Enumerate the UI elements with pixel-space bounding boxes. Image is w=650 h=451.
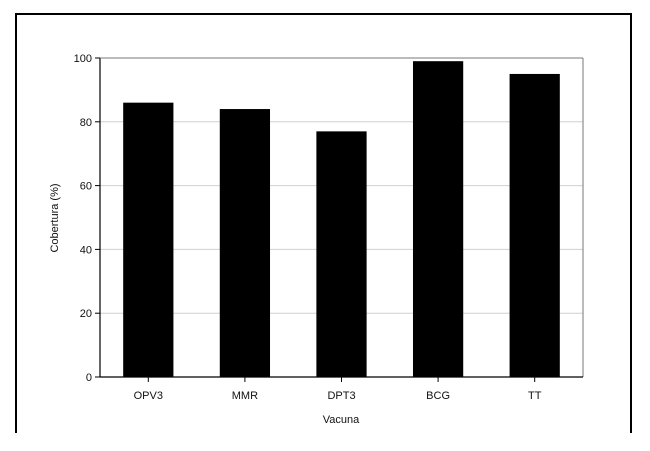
x-ticks: OPV3 MMR DPT3 BCG TT (134, 377, 542, 402)
y-tick-label: 60 (80, 181, 92, 193)
bars (123, 61, 560, 377)
x-axis-title: Vacuna (323, 414, 360, 426)
x-tick-label-dpt3: DPT3 (327, 390, 355, 402)
x-tick-label-mmr: MMR (232, 390, 258, 402)
y-ticks: 0 20 40 60 80 100 (74, 53, 100, 384)
y-tick-label: 0 (86, 372, 92, 384)
x-tick-label-bcg: BCG (426, 390, 450, 402)
y-tick-label: 80 (80, 117, 92, 129)
bar-bcg (412, 61, 464, 377)
bar-opv3 (123, 102, 174, 377)
y-tick-label: 100 (74, 53, 92, 65)
y-axis-title: Cobertura (%) (49, 183, 61, 252)
bar-mmr (219, 109, 271, 377)
y-tick-label: 20 (80, 308, 92, 320)
y-tick-label: 40 (80, 244, 92, 256)
bar-dpt3 (316, 131, 367, 377)
x-tick-label-opv3: OPV3 (134, 390, 163, 402)
x-tick-label-tt: TT (528, 390, 542, 402)
bar-tt (509, 73, 560, 377)
